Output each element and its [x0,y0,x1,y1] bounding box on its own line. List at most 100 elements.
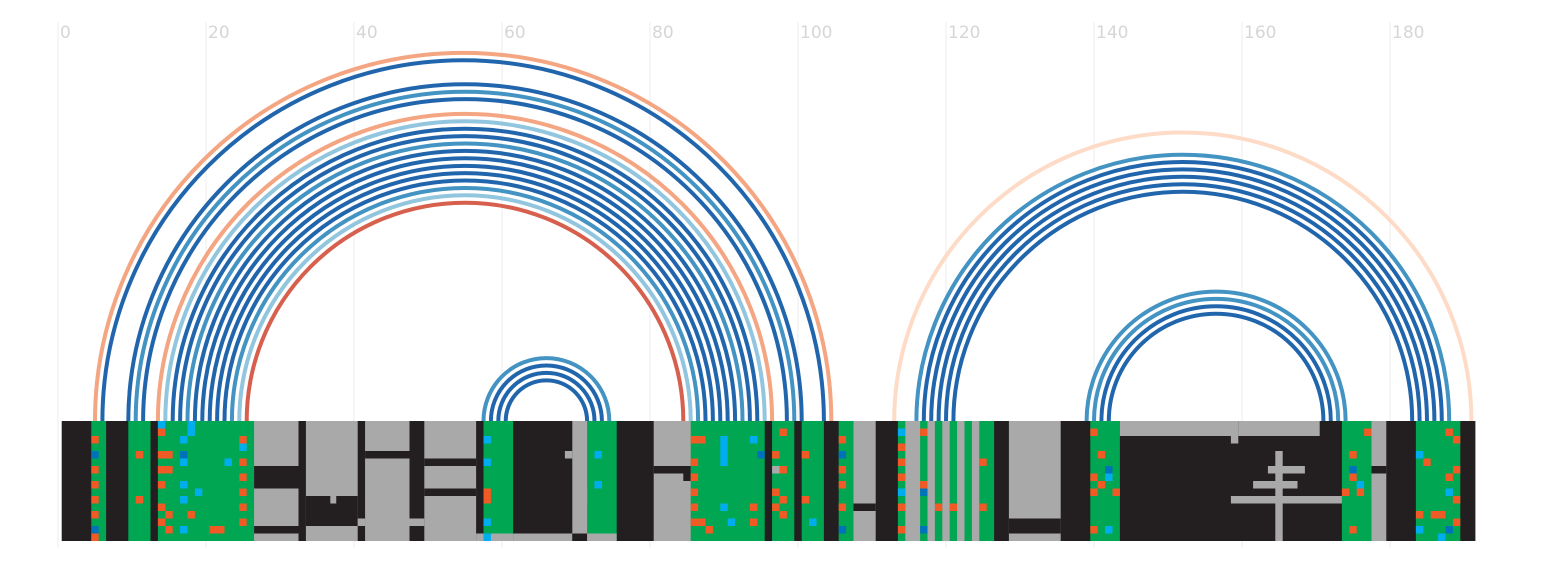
track-cell-8 [135,451,144,459]
arc-13 [215,171,715,422]
track-cell-118 [1415,451,1424,459]
track-segment-34 [934,421,943,541]
arc-10 [192,148,738,422]
track-segment-4 [150,421,159,541]
arcs [93,50,1474,422]
track-cell-75 [779,511,787,519]
track-overlay-26 [1230,496,1342,504]
track-segment-31 [905,421,921,541]
track-cell-83 [838,503,847,511]
track-cell-122 [1430,511,1439,519]
track-cell-111 [1349,451,1357,459]
tick-labels: 0 20 40 60 80 100 120 140 160 180 [60,23,1424,43]
track-cell-49 [690,436,699,444]
track-cell-53 [690,503,699,511]
track-cell-129 [1452,436,1461,444]
track-cell-89 [897,488,906,496]
track-cell-131 [1452,496,1461,504]
track-cell-39 [239,503,247,511]
track-cell-7 [91,533,99,541]
track-segment-26 [823,421,839,541]
track-cell-96 [934,503,943,511]
track-cell-24 [180,481,188,489]
track-cell-16 [157,518,166,526]
track-cell-9 [135,496,144,504]
arc-30 [1092,296,1341,422]
track-overlay-27 [1371,466,1387,474]
track-overlay-17 [683,473,691,481]
arc-23 [914,152,1452,422]
arc-16 [237,193,693,422]
track-segment-36 [949,421,958,541]
track-cell-70 [772,488,780,496]
track-overlay-6 [409,518,425,526]
x-tick-label: 180 [1392,23,1424,43]
track-cell-29 [187,511,195,519]
track-cell-116 [1356,488,1365,496]
track-cell-5 [91,511,99,519]
track-cell-125 [1445,428,1453,436]
arc-3 [133,89,797,422]
track-segment-2 [106,421,129,541]
track-cell-99 [979,503,987,511]
track-cell-65 [749,503,758,511]
track-overlay-24 [1267,466,1305,474]
track-cell-40 [239,518,247,526]
track-cell-103 [1090,526,1098,534]
track-cell-56 [698,518,706,526]
track-cell-47 [594,451,602,459]
track-segment-11 [365,421,410,541]
track-cell-128 [1445,526,1453,534]
track-cell-19 [165,511,173,519]
track-cell-107 [1105,473,1113,481]
track-cell-69 [772,466,780,474]
track-cell-84 [838,526,847,534]
track-overlay-1 [254,526,299,534]
arc-25 [929,167,1437,422]
track-cell-77 [801,496,810,504]
track-overlay-11 [513,533,573,541]
track-overlay-10 [483,533,514,541]
track-cell-98 [979,458,987,466]
x-tick-label: 160 [1244,23,1276,43]
arc-28 [951,189,1415,422]
x-tick-label: 60 [504,23,526,43]
arc-22 [892,130,1474,422]
track-segment-14 [476,421,484,541]
track-cell-38 [239,488,247,496]
track-overlay-0 [254,466,299,489]
track-cell-62 [720,503,728,511]
track-cell-64 [749,436,758,444]
track-segment-0 [61,421,92,541]
track-overlay-20 [1119,421,1239,436]
track-cell-95 [920,526,928,534]
track-cell-31 [209,526,218,534]
track-segment-48 [1386,421,1417,541]
track-cell-11 [157,428,166,436]
arc-7 [170,126,760,422]
arc-9 [185,141,745,422]
track-segment-17 [572,421,588,541]
track-segment-16 [513,421,573,541]
arc-1 [100,58,826,422]
track-cell-72 [779,428,787,436]
track-cell-105 [1097,481,1106,489]
x-tick-label: 0 [60,23,71,43]
track-overlay-22 [1230,436,1239,444]
track-overlay-16 [653,466,691,474]
track-segment-37 [957,421,965,541]
track-segment-35 [942,421,950,541]
track-segment-19 [616,421,654,541]
track-overlay-25 [1253,481,1298,489]
track-segment-40 [979,421,995,541]
track-cell-112 [1349,466,1357,474]
arc-15 [229,185,701,422]
x-tick-label: 100 [800,23,832,43]
track-cell-76 [801,451,810,459]
track-segment-41 [994,421,1010,541]
arc-19 [488,363,604,422]
track-cell-114 [1349,526,1357,534]
arc-29 [1084,289,1348,422]
track-cell-91 [897,526,906,534]
arc-21 [503,378,590,422]
